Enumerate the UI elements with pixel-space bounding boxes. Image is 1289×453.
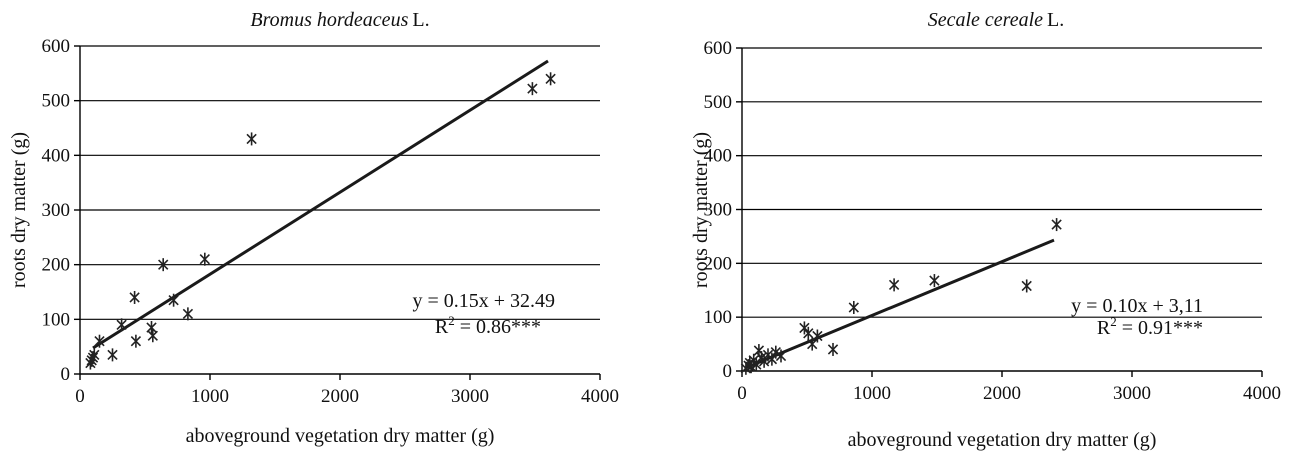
data-point [116, 318, 127, 332]
x-tick-label: 1000 [853, 383, 891, 404]
y-tick-label: 400 [42, 145, 71, 166]
x-tick-label: 3000 [451, 386, 489, 407]
data-point [545, 72, 556, 86]
data-point [848, 300, 859, 314]
y-tick-label: 0 [61, 364, 71, 385]
data-point [812, 329, 823, 343]
data-point [929, 274, 940, 288]
x-tick-label: 3000 [1113, 383, 1151, 404]
data-point [89, 348, 100, 362]
y-tick-label: 500 [42, 91, 71, 112]
x-tick-label: 4000 [581, 386, 619, 407]
data-point [158, 258, 169, 272]
data-point [803, 326, 814, 340]
trend-equation: y = 0.10x + 3,11 [1071, 295, 1203, 317]
y-tick-label: 300 [42, 200, 71, 221]
y-tick-label: 600 [704, 38, 733, 59]
data-point [130, 334, 142, 348]
data-point [888, 278, 900, 292]
x-tick-label: 0 [75, 386, 85, 407]
data-point [1051, 218, 1062, 232]
y-tick-label: 500 [704, 92, 733, 113]
x-axis-label: aboveground vegetation dry matter (g) [186, 425, 495, 447]
chart-secale: Secale cereale L. 0 100 200 300 400 500 600 0 10… [690, 9, 1281, 451]
data-point [527, 82, 538, 96]
x-tick-label: 0 [737, 383, 747, 404]
data-point [147, 329, 158, 343]
y-axis-label: roots dry matter (g) [690, 132, 712, 288]
data-point [246, 132, 257, 146]
chart-bromus: Bromus hordeaceus L. 0100200300400500600 … [8, 9, 619, 447]
data-point [770, 345, 781, 359]
y-axis-label: roots dry matter (g) [8, 132, 30, 288]
x-tick-label: 1000 [191, 386, 229, 407]
data-point [199, 252, 210, 266]
data-point [94, 334, 105, 348]
x-tick-label: 4000 [1243, 383, 1281, 404]
data-point [751, 358, 762, 372]
data-point [182, 307, 194, 321]
r-squared: R2 = 0.86*** [435, 313, 541, 338]
data-point [807, 337, 818, 351]
y-tick-label: 200 [42, 255, 71, 276]
chart-title: Secale cereale L. [928, 9, 1065, 31]
y-tick-label: 400 [704, 146, 733, 167]
data-point [827, 342, 839, 356]
data-point [107, 348, 118, 362]
r-squared: R2 = 0.91*** [1097, 314, 1203, 339]
data-point [799, 321, 810, 335]
trend-line [745, 238, 1055, 370]
x-tick-label: 2000 [983, 383, 1021, 404]
y-tick-label: 0 [723, 361, 733, 382]
chart-title: Bromus hordeaceus L. [250, 9, 429, 31]
y-tick-label: 100 [42, 309, 71, 330]
data-point [775, 349, 787, 363]
x-axis-label: aboveground vegetation dry matter (g) [848, 429, 1157, 451]
data-point [146, 321, 157, 335]
trend-equation: y = 0.15x + 32.49 [412, 290, 555, 312]
trend-line [92, 59, 549, 350]
y-tick-label: 200 [704, 253, 733, 274]
data-point [766, 352, 778, 366]
y-tick-label: 600 [42, 36, 71, 57]
y-tick-label: 100 [704, 307, 733, 328]
x-tick-label: 2000 [321, 386, 359, 407]
y-tick-label: 300 [704, 200, 733, 221]
data-point [758, 354, 770, 368]
data-point [129, 290, 140, 304]
data-point [1021, 279, 1032, 293]
data-point [168, 293, 179, 307]
